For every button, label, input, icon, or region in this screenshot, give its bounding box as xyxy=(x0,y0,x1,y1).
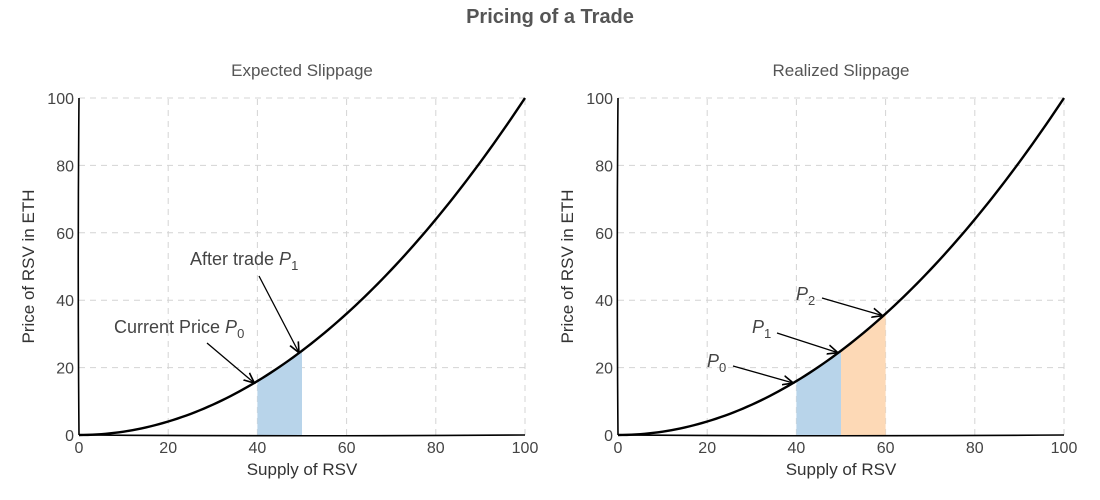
annotation-arrow xyxy=(258,275,299,353)
annotation-symbol: P xyxy=(225,317,237,337)
y-tick-label: 20 xyxy=(56,361,74,378)
shaded-region-1 xyxy=(841,313,886,435)
y-tick-label: 40 xyxy=(56,293,74,310)
panel-title: Realized Slippage xyxy=(772,61,909,80)
y-axis-label: Price of RSV in ETH xyxy=(558,190,577,344)
panel-expected-slippage: 0 20 40 60 80 100 0 20 40 60 80 100 Expected Slippag… xyxy=(19,61,538,479)
x-tick-label: 20 xyxy=(159,440,177,457)
shaded-region-0 xyxy=(796,350,841,435)
annotation-label: P2 xyxy=(796,284,815,308)
annotation-text: Current Price xyxy=(114,317,225,337)
annotation-subscript: 2 xyxy=(808,293,815,308)
x-tick-label: 0 xyxy=(614,440,623,457)
y-tick-label: 100 xyxy=(47,91,74,108)
annotation-subscript: 1 xyxy=(291,258,298,273)
annotation-arrow xyxy=(732,365,793,383)
y-tick-label: 80 xyxy=(595,158,613,175)
annotation-subscript: 0 xyxy=(237,326,244,341)
annotation-label: P1 xyxy=(752,317,771,341)
x-axis-label: Supply of RSV xyxy=(786,460,897,479)
x-tick-label: 100 xyxy=(1051,440,1078,457)
x-tick-label: 20 xyxy=(698,440,716,457)
y-tick-label: 60 xyxy=(595,226,613,243)
x-tick-label: 60 xyxy=(877,440,895,457)
annotation-symbol: P xyxy=(752,317,764,337)
price-curve xyxy=(617,97,1065,437)
annotation-arrow xyxy=(821,297,883,316)
figure-title: Pricing of a Trade xyxy=(466,6,634,28)
annotation-label: Current Price P0 xyxy=(114,317,244,341)
annotation-label: P0 xyxy=(707,351,726,375)
x-tick-label: 100 xyxy=(512,440,539,457)
annotation-symbol: P xyxy=(707,351,719,371)
x-axis-label: Supply of RSV xyxy=(247,460,358,479)
x-tick-label: 40 xyxy=(788,440,806,457)
annotation-symbol: P xyxy=(796,284,808,304)
annotation-subscript: 1 xyxy=(764,326,771,341)
y-tick-label: 80 xyxy=(56,158,74,175)
x-tick-label: 60 xyxy=(338,440,356,457)
x-tick-label: 80 xyxy=(966,440,984,457)
panel-title: Expected Slippage xyxy=(231,61,373,80)
y-axis-line xyxy=(616,97,619,436)
x-tick-label: 80 xyxy=(427,440,445,457)
annotation-symbol: P xyxy=(279,249,291,269)
y-tick-label: 100 xyxy=(586,91,613,108)
y-tick-label: 40 xyxy=(595,293,613,310)
y-axis-line xyxy=(77,97,80,436)
y-tick-label: 0 xyxy=(604,428,613,445)
annotation-label: After trade P1 xyxy=(190,249,298,273)
y-tick-label: 60 xyxy=(56,226,74,243)
x-axis-line xyxy=(617,434,1065,437)
shaded-region-0 xyxy=(257,350,302,435)
y-tick-label: 20 xyxy=(595,361,613,378)
x-axis-line xyxy=(78,434,526,437)
annotation-arrow xyxy=(206,342,254,383)
x-tick-label: 0 xyxy=(75,440,84,457)
y-axis-label: Price of RSV in ETH xyxy=(19,190,38,344)
annotation-subscript: 0 xyxy=(719,360,726,375)
annotation-text: After trade xyxy=(190,249,279,269)
y-tick-label: 0 xyxy=(65,428,74,445)
price-curve xyxy=(78,97,526,437)
x-tick-label: 40 xyxy=(249,440,267,457)
annotation-arrow xyxy=(776,332,838,353)
